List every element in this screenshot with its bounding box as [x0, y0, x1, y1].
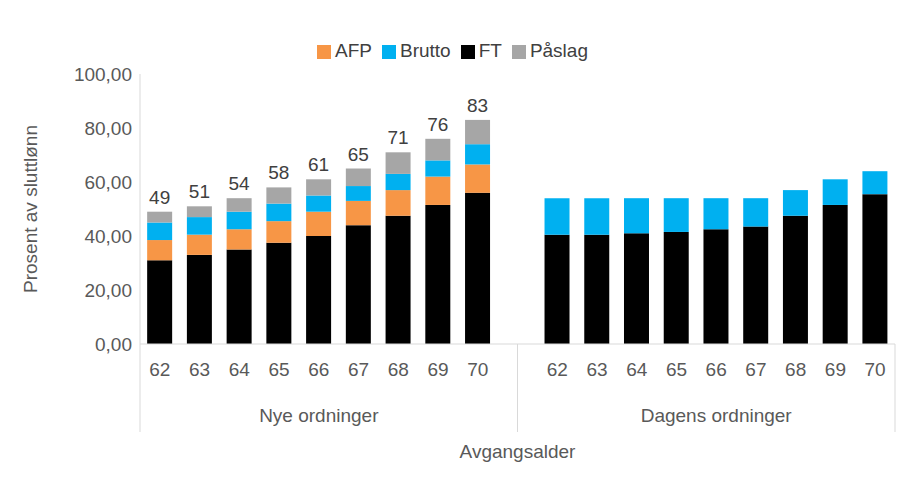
svg-text:80,00: 80,00: [84, 118, 132, 139]
svg-text:64: 64: [229, 359, 251, 380]
svg-text:51: 51: [189, 181, 210, 202]
svg-text:63: 63: [586, 359, 607, 380]
svg-text:Avgangsalder: Avgangsalder: [460, 441, 577, 462]
svg-text:49: 49: [149, 187, 170, 208]
svg-text:20,00: 20,00: [84, 280, 132, 301]
svg-text:70: 70: [865, 359, 886, 380]
svg-text:0,00: 0,00: [95, 334, 132, 355]
svg-text:62: 62: [149, 359, 170, 380]
html-text:FT: FT: [478, 40, 502, 61]
svg-text:69: 69: [825, 359, 846, 380]
svg-text:65: 65: [348, 144, 369, 165]
svg-text:40,00: 40,00: [84, 226, 132, 247]
svg-text:70: 70: [467, 359, 488, 380]
svg-text:61: 61: [308, 154, 329, 175]
svg-text:69: 69: [427, 359, 448, 380]
svg-text:68: 68: [785, 359, 806, 380]
svg-text:76: 76: [427, 114, 448, 135]
svg-text:71: 71: [388, 127, 409, 148]
html-text:AFP: AFP: [335, 40, 372, 61]
svg-text:62: 62: [547, 359, 568, 380]
svg-text:67: 67: [348, 359, 369, 380]
svg-text:58: 58: [268, 162, 289, 183]
html-text:Påslag: Påslag: [529, 40, 588, 61]
svg-text:Dagens ordninger: Dagens ordninger: [641, 405, 793, 426]
svg-text:67: 67: [745, 359, 766, 380]
svg-text:66: 66: [308, 359, 329, 380]
svg-text:54: 54: [229, 173, 251, 194]
html-text:Brutto: Brutto: [400, 40, 451, 61]
svg-text:Nye ordninger: Nye ordninger: [259, 405, 379, 426]
svg-text:66: 66: [706, 359, 727, 380]
svg-text:63: 63: [189, 359, 210, 380]
svg-text:64: 64: [626, 359, 648, 380]
svg-text:83: 83: [467, 95, 488, 116]
svg-text:68: 68: [388, 359, 409, 380]
svg-text:65: 65: [666, 359, 687, 380]
svg-text:Prosent av sluttlønn: Prosent av sluttlønn: [20, 125, 41, 293]
svg-text:60,00: 60,00: [84, 172, 132, 193]
svg-text:65: 65: [269, 359, 290, 380]
svg-text:100,00: 100,00: [74, 64, 132, 85]
